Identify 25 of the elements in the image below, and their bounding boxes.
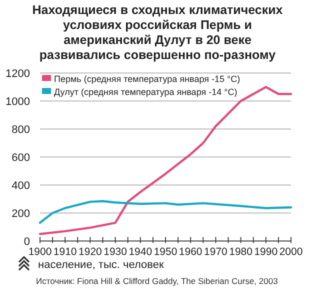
x-tick-label: 1930 (104, 246, 128, 258)
x-tick-label: 1960 (178, 246, 202, 258)
text: население, тыс. человек (38, 259, 164, 271)
x-tick-label: 1920 (78, 246, 102, 258)
x-tick-label: 1980 (229, 246, 253, 258)
x-tick-label: 1940 (128, 246, 152, 258)
text: Источник: Fiona Hill & Clifford Gaddy, The Siberian Curse, 2003 (36, 276, 278, 286)
y-tick-label: 600 (12, 152, 30, 164)
x-tick-label: 1990 (254, 246, 278, 258)
line-series (38, 86, 292, 236)
x-tick-label: 1910 (53, 246, 77, 258)
legend-label: Пермь (средняя температура января -15 °С) (54, 74, 240, 84)
y-tick-label: 1200 (6, 68, 30, 80)
legend-label: Дулут (средняя температура января -14 °С) (54, 87, 238, 97)
x-tick-label: 1970 (204, 246, 228, 258)
x-tick-label: 1950 (154, 246, 178, 258)
y-tick-label: 1000 (6, 96, 30, 108)
y-tick-label: 800 (12, 124, 30, 136)
y-tick-label: 200 (12, 208, 30, 220)
line-series (38, 200, 292, 224)
x-tick-label: 2000 (279, 246, 303, 258)
x-tick-label: 1900 (28, 246, 52, 258)
y-tick-label: 400 (12, 180, 30, 192)
chart-title: Находящиеся в сходных климатических условиях российская Пермь и американский Дулут в 20 веке развивались совершенно по-разному (32, 3, 283, 62)
y-tick-label: 0 (24, 236, 30, 248)
